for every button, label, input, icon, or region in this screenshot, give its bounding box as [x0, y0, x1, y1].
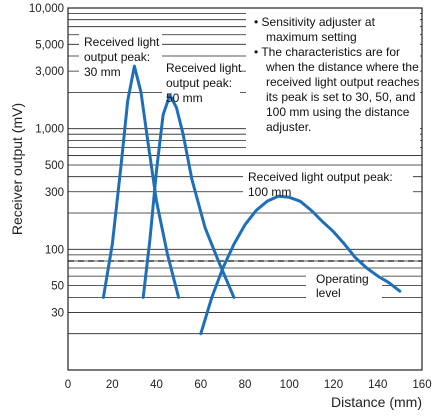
series-label-30mm: output peak:: [84, 50, 150, 64]
note-text: • The characteristics are for: [254, 45, 400, 59]
series-label-30mm: Received light: [84, 35, 160, 49]
label-box-100mm: [243, 167, 413, 201]
x-tick-label: 140: [368, 379, 387, 391]
y-tick-label: 500: [45, 160, 64, 172]
y-tick-label: 300: [45, 187, 64, 199]
operating-level-label: Operating: [316, 272, 369, 286]
y-tick-label: 50: [51, 281, 64, 293]
note-text: 100 mm using the distance: [266, 105, 410, 119]
note-text: • Sensitivity adjuster at: [254, 15, 376, 29]
operating-level-box: [306, 270, 382, 300]
y-tick-label: 3,000: [35, 66, 64, 78]
x-axis-title: Distance (mm): [331, 394, 422, 410]
note-text: maximum setting: [266, 30, 357, 44]
note-text: adjuster.: [266, 120, 311, 134]
note-text: when the distance where the: [265, 60, 419, 74]
series-label-50mm: Received light: [166, 61, 242, 75]
y-tick-label: 30: [51, 307, 64, 319]
label-box-50mm: [162, 59, 240, 105]
notes-box: [246, 12, 420, 148]
series-label-50mm: 50 mm: [166, 91, 203, 105]
y-tick-label: 5,000: [35, 39, 64, 51]
x-tick-label: 60: [194, 379, 207, 391]
x-tick-label: 120: [324, 379, 343, 391]
x-tick-label: 20: [106, 379, 119, 391]
x-tick-label: 0: [65, 379, 71, 391]
series-label-50mm: output peak:: [166, 76, 232, 90]
x-tick-label: 40: [150, 379, 163, 391]
x-tick-label: 80: [239, 379, 252, 391]
series-label-100mm: Received light output peak:: [248, 170, 393, 184]
y-tick-label: 10,000: [29, 3, 64, 15]
plot-frame: [67, 7, 423, 371]
series-label-30mm: 30 mm: [84, 65, 121, 79]
label-box-30mm: [79, 31, 162, 81]
series-label-100mm: 100 mm: [248, 185, 291, 199]
series-line-2: [141, 93, 236, 299]
x-tick-label: 160: [412, 379, 431, 391]
series-line-3: [199, 194, 402, 336]
operating-level-label: level: [316, 286, 341, 300]
y-tick-label: 1,000: [35, 124, 64, 136]
note-text: its peak is set to 30, 50, and: [266, 90, 415, 104]
y-tick-label: 100: [45, 244, 64, 256]
note-text: received light output reaches: [266, 75, 419, 89]
series-line-1: [101, 64, 181, 299]
y-axis-title: Receiver output (mV): [9, 103, 25, 235]
x-tick-label: 100: [280, 379, 299, 391]
